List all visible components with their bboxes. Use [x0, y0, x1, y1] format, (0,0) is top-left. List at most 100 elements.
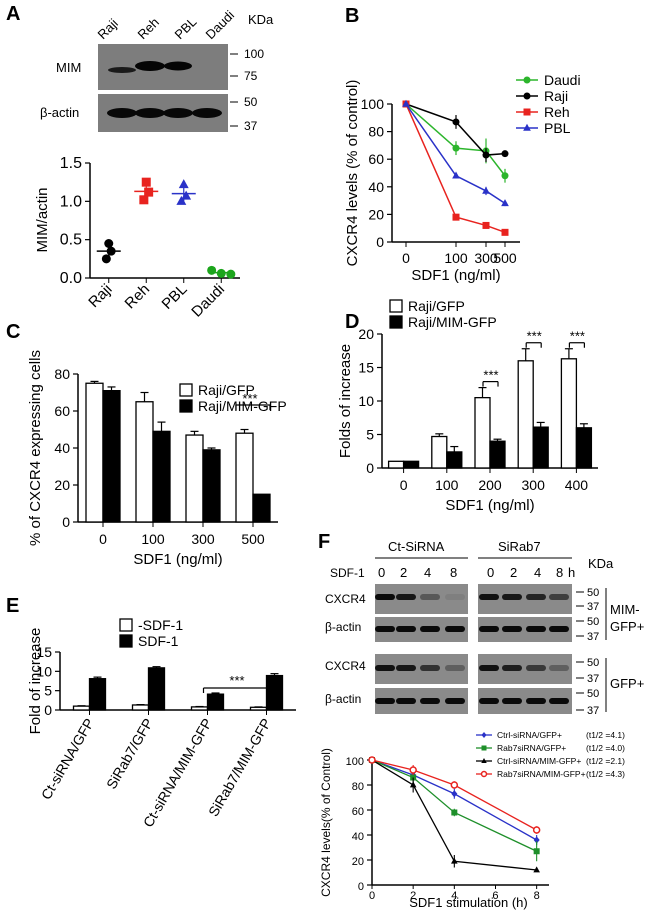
- chart-f-point: [533, 836, 540, 844]
- blot-a-lane-raji: Raji: [95, 16, 122, 43]
- blot-f-kda: KDa: [588, 556, 614, 571]
- chart-b-point: [482, 151, 490, 159]
- chart-f-legend-thalf: (t1/2 =2.1): [586, 756, 625, 766]
- chart-c-y-tick-label: 40: [54, 440, 70, 456]
- panel-label-a: A: [6, 3, 20, 25]
- blot-band: [549, 698, 569, 704]
- blot-f-time: 0: [378, 565, 385, 580]
- chart-f-legend-marker: [481, 745, 487, 751]
- chart-c-x-tick-label: 500: [241, 531, 265, 547]
- chart-f-legend-thalf: (t1/2 =4.3): [586, 769, 625, 779]
- chart-b-x-tick-label: 100: [444, 250, 468, 266]
- chart-f-point: [451, 857, 458, 864]
- blot-band: [445, 594, 465, 600]
- chart-c-bar: [235, 432, 254, 523]
- chart-d-bar: [446, 451, 463, 469]
- chart-c-bar: [152, 430, 171, 523]
- chart-c-sig-label: ***: [242, 391, 257, 406]
- chart-a-point: [141, 177, 151, 187]
- blot-a-actin-band-reh: [135, 108, 165, 118]
- chart-c-bar: [202, 449, 221, 523]
- blot-a-lane-pbl: PBL: [172, 14, 200, 42]
- blot-band: [375, 665, 395, 671]
- blot-band: [396, 626, 416, 632]
- chart-b-series-line-daudi: [405, 103, 506, 177]
- chart-b-x-label: SDF1 (ng/ml): [411, 267, 500, 284]
- chart-b-legend-marker: [523, 92, 531, 100]
- blot-f: Ct-SiRNA SiRab7 KDa SDF-1 0 2 4 8 0 2 4 …: [325, 539, 644, 717]
- chart-c-y-tick-label: 20: [54, 477, 70, 493]
- blot-a-mim-band-pbl: [164, 61, 192, 71]
- chart-f-point: [533, 866, 540, 873]
- chart-a-y-label: MIM/actin: [34, 187, 51, 252]
- blot-a-lane-reh: Reh: [135, 15, 162, 42]
- chart-d-bar: [474, 396, 491, 469]
- chart-d-sig-label: ***: [483, 368, 498, 383]
- chart-f-legend-thalf: (t1/2 =4.1): [586, 730, 625, 740]
- blot-f-mw: 50: [587, 587, 599, 599]
- chart-f-x-label: SDF1 stimulation (h): [409, 895, 527, 910]
- chart-d-x-label: SDF1 (ng/ml): [445, 497, 534, 514]
- chart-b-y-tick-label: 100: [361, 96, 385, 112]
- chart-e-bar: [249, 706, 268, 711]
- chart-c-bar: [185, 434, 204, 523]
- blot-a-lane-daudi: Daudi: [203, 7, 238, 42]
- chart-d-x-tick-label: 300: [522, 477, 546, 493]
- blot-a: Raji Reh PBL Daudi KDa MIM β-actin 100 7…: [40, 7, 274, 133]
- chart-b-point: [452, 144, 460, 152]
- blot-a-mw-100: 100: [244, 47, 264, 61]
- chart-e-sig-label: ***: [229, 673, 244, 688]
- blot-f-side-gfp: GFP+: [610, 619, 644, 634]
- chart-d-y-label: Folds of increase: [337, 344, 354, 458]
- blot-a-mim-band-raji: [108, 67, 136, 73]
- blot-a-mim-band-reh: [135, 61, 165, 71]
- blot-f-bands: [375, 594, 569, 704]
- chart-b-legend-label: PBL: [544, 120, 571, 136]
- chart-a-point: [216, 268, 226, 278]
- chart-f-y-tick-label: 60: [352, 806, 364, 818]
- blot-a-mw-75: 75: [244, 69, 258, 83]
- chart-e-bar: [190, 706, 209, 711]
- blot-band: [375, 594, 395, 600]
- chart-c-legend-swatch: [179, 383, 193, 397]
- chart-b-x-tick-label: 300: [474, 250, 498, 266]
- chart-a-point: [106, 246, 116, 256]
- blot-band: [479, 665, 499, 671]
- chart-d-bar: [575, 427, 593, 469]
- chart-d-y-tick-label: 0: [366, 460, 374, 476]
- chart-b-point: [452, 171, 460, 179]
- blot-band: [396, 665, 416, 671]
- chart-d-sig-label: ***: [527, 329, 542, 344]
- chart-b-x-tick-label: 500: [493, 250, 517, 266]
- chart-f-x-tick-label: 8: [534, 890, 540, 902]
- blot-band: [526, 698, 546, 704]
- blot-a-mw-37: 37: [244, 119, 258, 133]
- panel-label-f: F: [318, 531, 330, 553]
- chart-e-legend-swatch: [119, 618, 133, 632]
- chart-b-point: [482, 186, 490, 194]
- blot-band: [479, 626, 499, 632]
- chart-c-legend-swatch: [179, 399, 193, 413]
- chart-e-legend-swatch: [119, 634, 133, 648]
- blot-f-hour: h: [568, 565, 575, 580]
- blot-band: [445, 626, 465, 632]
- blot-band: [420, 665, 440, 671]
- chart-f-series-line: [371, 759, 537, 871]
- blot-f-side-gfp2: GFP+: [610, 676, 644, 691]
- chart-d-y-tick-label: 20: [358, 326, 374, 342]
- chart-f-x-tick-label: 0: [369, 890, 375, 902]
- chart-f-point: [409, 766, 417, 774]
- blot-f-side-mim: MIM-: [610, 602, 640, 617]
- chart-b-point: [452, 118, 460, 126]
- chart-c-x-tick-label: 300: [191, 531, 215, 547]
- blot-band: [396, 594, 416, 600]
- blot-f-time: 2: [510, 565, 517, 580]
- chart-d-sig-label: ***: [570, 329, 585, 344]
- chart-d-y-tick-label: 10: [358, 393, 374, 409]
- chart-d-x-tick-label: 400: [565, 477, 589, 493]
- chart-b-y-tick-label: 80: [368, 124, 384, 140]
- chart-c: 0 20 40 60 80 % of CXCR4 expressing cells SDF1…: [27, 350, 287, 568]
